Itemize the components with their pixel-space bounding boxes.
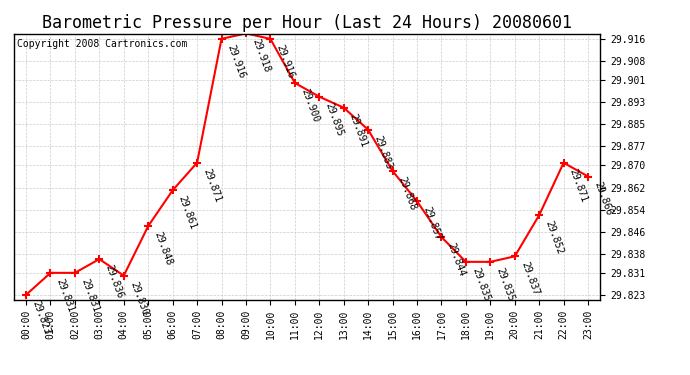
Text: 29.831: 29.831 [55, 277, 76, 314]
Text: 29.866: 29.866 [592, 181, 613, 217]
Text: 29.871: 29.871 [201, 167, 223, 204]
Text: 29.835: 29.835 [495, 266, 516, 303]
Title: Barometric Pressure per Hour (Last 24 Hours) 20080601: Barometric Pressure per Hour (Last 24 Ho… [42, 14, 572, 32]
Text: 29.891: 29.891 [348, 112, 369, 148]
Text: 29.868: 29.868 [397, 175, 418, 212]
Text: 29.900: 29.900 [299, 87, 320, 124]
Text: 29.836: 29.836 [104, 263, 125, 300]
Text: 29.830: 29.830 [128, 280, 150, 316]
Text: 29.848: 29.848 [152, 230, 174, 267]
Text: 29.844: 29.844 [446, 241, 467, 278]
Text: 29.857: 29.857 [421, 206, 443, 242]
Text: 29.835: 29.835 [470, 266, 491, 303]
Text: 29.837: 29.837 [519, 261, 540, 297]
Text: 29.823: 29.823 [30, 299, 52, 336]
Text: 29.852: 29.852 [543, 219, 565, 256]
Text: 29.916: 29.916 [275, 43, 296, 80]
Text: Copyright 2008 Cartronics.com: Copyright 2008 Cartronics.com [17, 39, 187, 49]
Text: 29.918: 29.918 [250, 38, 272, 74]
Text: 29.831: 29.831 [79, 277, 101, 314]
Text: 29.861: 29.861 [177, 195, 198, 231]
Text: 29.883: 29.883 [373, 134, 394, 170]
Text: 29.895: 29.895 [324, 101, 345, 137]
Text: 29.916: 29.916 [226, 43, 247, 80]
Text: 29.871: 29.871 [568, 167, 589, 204]
